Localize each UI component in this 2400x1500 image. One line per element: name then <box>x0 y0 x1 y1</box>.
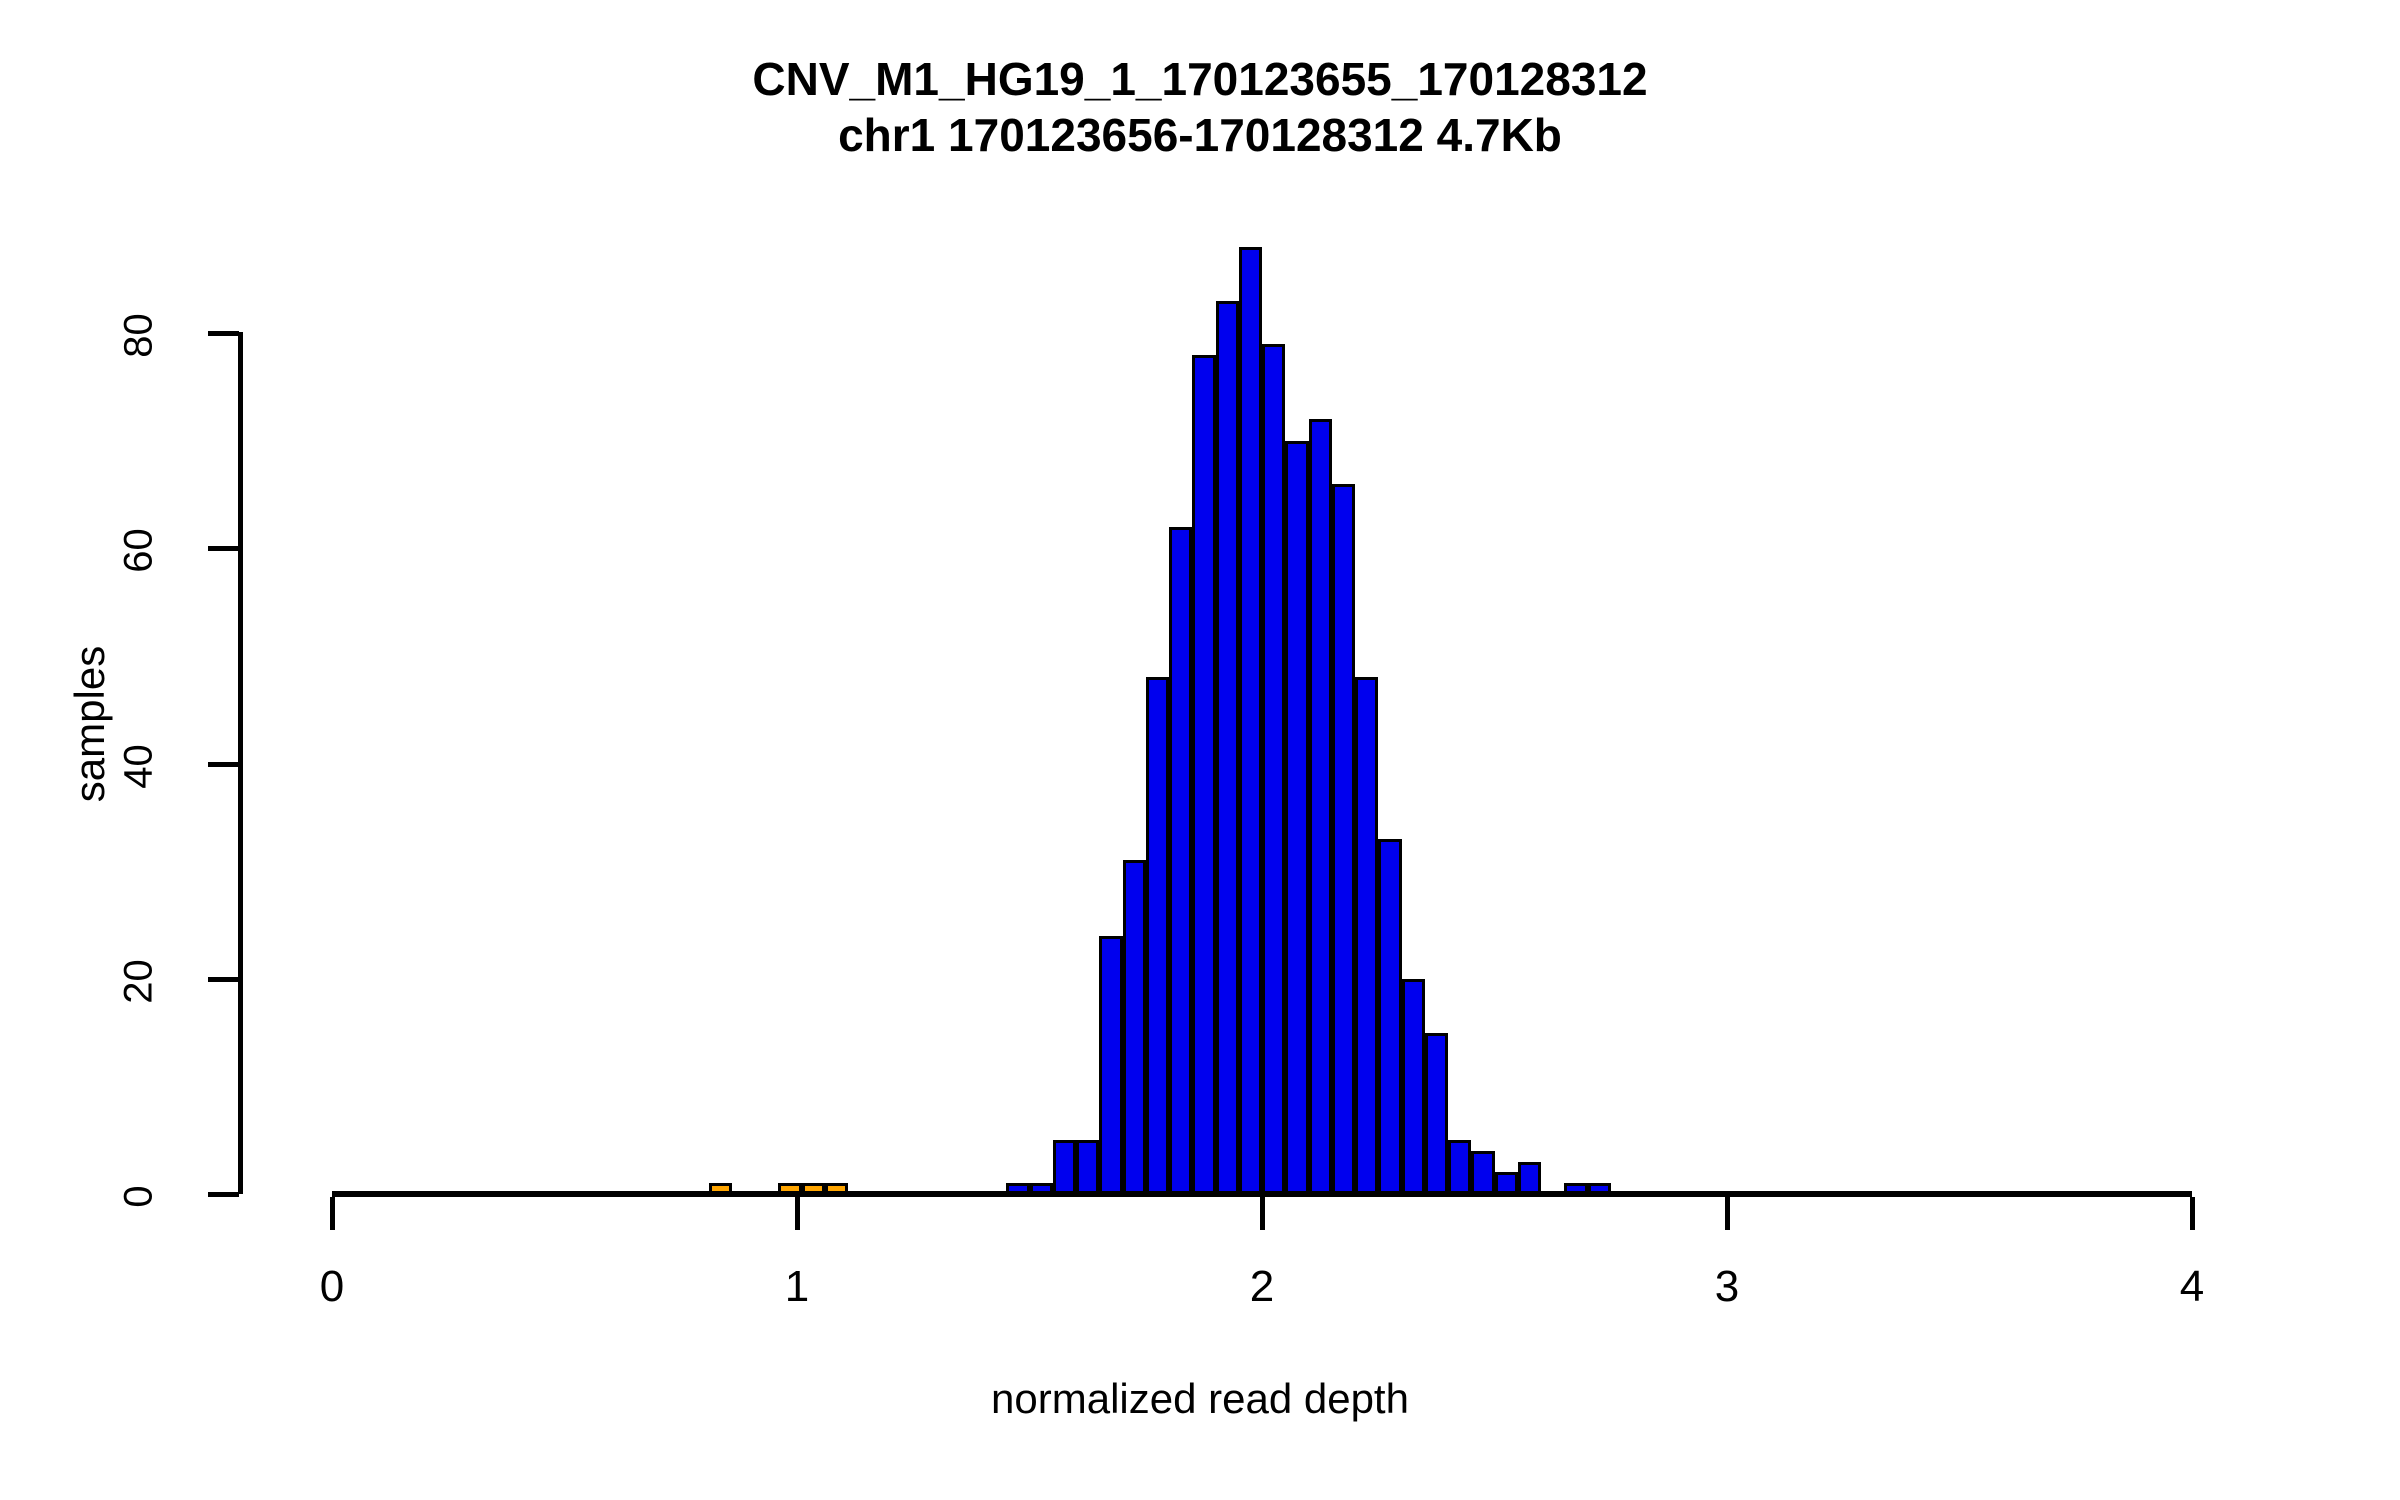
histogram-bar <box>1448 1140 1472 1194</box>
x-axis-tick <box>1725 1197 1730 1230</box>
x-axis-tick <box>330 1197 335 1230</box>
histogram-bar <box>1564 1183 1588 1194</box>
x-axis-tick <box>2190 1197 2195 1230</box>
y-axis-tick <box>208 1192 239 1197</box>
y-axis-tick-label: 60 <box>104 528 174 574</box>
histogram-bar <box>824 1183 849 1194</box>
histogram-bar <box>1355 677 1379 1194</box>
chart-title-line-1: CNV_M1_HG19_1_170123655_170128312 <box>752 53 1648 105</box>
x-axis-title: normalized read depth <box>991 1375 1409 1422</box>
y-axis-tick <box>208 546 239 552</box>
x-axis-tick-label: 2 <box>1249 1262 1275 1311</box>
histogram-bar <box>1029 1183 1053 1194</box>
chart-title-line-2: chr1 170123656-170128312 4.7Kb <box>838 109 1562 161</box>
y-axis-tick-label-text: 20 <box>116 959 161 1004</box>
histogram-bar <box>1215 300 1239 1194</box>
x-axis-tick-label: 4 <box>2179 1262 2205 1311</box>
histogram-bar <box>1331 483 1355 1194</box>
histogram-bar <box>1169 526 1193 1194</box>
histogram-bar <box>1471 1150 1495 1194</box>
y-axis-tick <box>208 331 239 336</box>
y-axis-tick <box>208 761 239 767</box>
histogram-bar <box>1494 1172 1518 1194</box>
histogram-bar <box>1424 1032 1448 1194</box>
histogram-bar <box>1517 1161 1541 1194</box>
y-axis-tick-label-text: 60 <box>116 528 161 574</box>
x-axis-tick-label: 0 <box>319 1262 345 1311</box>
x-axis-tick <box>1260 1197 1265 1230</box>
histogram-bar <box>778 1183 802 1194</box>
histogram-bar <box>1308 419 1332 1194</box>
histogram-bar <box>1378 838 1402 1194</box>
histogram-bar <box>1145 677 1169 1194</box>
y-axis-tick-label-text: 40 <box>116 743 161 789</box>
histogram-bar <box>708 1183 732 1194</box>
y-axis-tick-label: 20 <box>104 959 174 1004</box>
histogram-bar <box>801 1183 825 1194</box>
y-axis-tick-label: 80 <box>104 313 174 358</box>
histogram-bar <box>1401 978 1425 1194</box>
histogram-bar <box>1262 343 1286 1194</box>
histogram-bar <box>1099 935 1123 1194</box>
y-axis-line <box>238 332 243 1194</box>
y-axis-title: samples <box>66 645 113 803</box>
histogram-bar <box>1122 860 1146 1194</box>
y-axis-tick-label-text: 80 <box>116 313 161 358</box>
histogram-bar <box>1238 246 1262 1194</box>
x-axis-tick <box>795 1197 800 1230</box>
histogram-bar <box>1587 1183 1611 1194</box>
histogram-bar <box>1006 1183 1030 1194</box>
x-axis-tick-label: 3 <box>1714 1262 1740 1311</box>
histogram-bar <box>1052 1140 1076 1194</box>
y-axis-tick-label: 40 <box>104 744 174 789</box>
histogram-bar <box>1076 1140 1100 1194</box>
y-axis-tick <box>208 976 239 982</box>
y-axis-tick-label: 0 <box>104 1174 174 1214</box>
histogram-bar <box>1192 354 1216 1194</box>
y-axis-tick-label-text: 0 <box>116 1185 161 1208</box>
x-axis-line <box>332 1191 2192 1197</box>
x-axis-tick-label: 1 <box>784 1262 810 1311</box>
histogram-bar <box>1285 440 1309 1194</box>
